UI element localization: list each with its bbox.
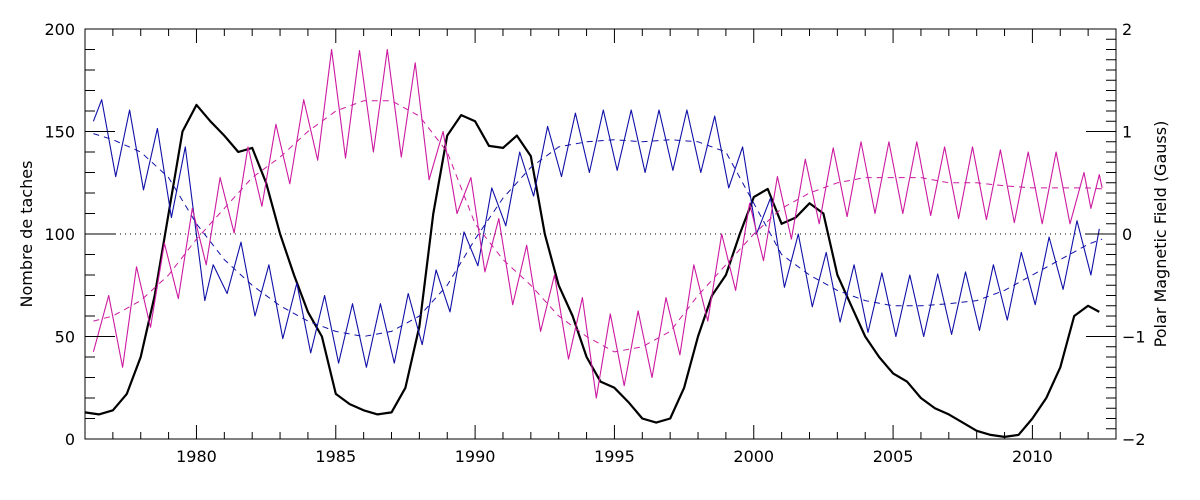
y-axis-left-label: Nombre de taches (17, 161, 36, 308)
y-right-tick-label: 0 (1122, 225, 1132, 244)
axes-layer: 1980 1985 1990 1995 2000 2005 2010050100150200… (44, 20, 1145, 466)
series-line-3-field_b-solid-thin (92, 48, 1103, 399)
y-left-tick-label: 100 (44, 225, 75, 244)
y-left-tick-label: 200 (44, 20, 75, 39)
x-tick-label: 1980 (176, 447, 217, 466)
series-line-2-field_a-dashed (93, 133, 1103, 337)
y-left-tick-label: 50 (55, 328, 75, 347)
y-axis-right-label: Polar Magnetic Field (Gauss) (1151, 121, 1170, 348)
x-tick-label: 2000 (733, 447, 774, 466)
y-right-tick-label: 2 (1122, 20, 1132, 39)
y-left-tick-label: 0 (65, 430, 75, 449)
x-tick-label: 1995 (594, 447, 635, 466)
x-tick-label: 2010 (1012, 447, 1053, 466)
series-line-0-sunspots-solid-thick (84, 103, 1100, 438)
series-line-4-field_b-dashed (93, 100, 1103, 353)
y-right-tick-label: −1 (1122, 328, 1146, 347)
y-right-tick-label: 1 (1122, 123, 1132, 142)
x-tick-label: 1985 (315, 447, 356, 466)
y-left-tick-label: 150 (44, 123, 75, 142)
series-layer (84, 48, 1116, 438)
x-tick-label: 2005 (873, 447, 914, 466)
y-right-tick-label: −2 (1122, 430, 1146, 449)
series-line-1-field_a-solid-thin (92, 99, 1100, 368)
x-tick-label: 1990 (455, 447, 496, 466)
